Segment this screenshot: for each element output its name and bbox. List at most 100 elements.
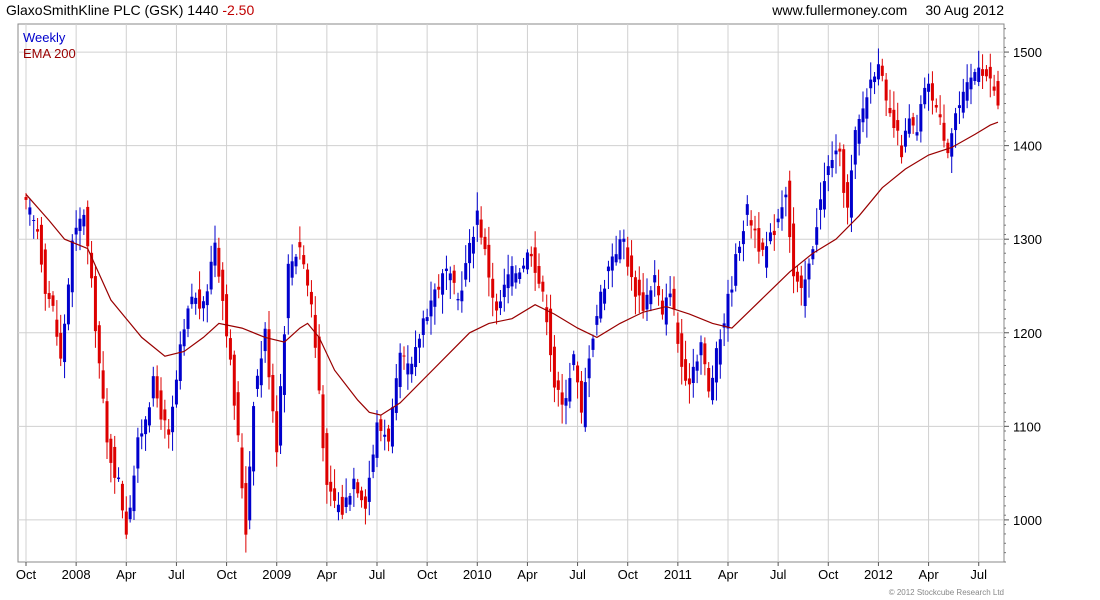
plot-area: [17, 23, 1005, 563]
candle-body-up: [734, 254, 738, 286]
candle-body-down: [884, 79, 888, 101]
candle-body-up: [591, 338, 595, 350]
candle-body-up: [144, 419, 148, 435]
candle-body-down: [298, 242, 302, 248]
candle-body-up: [259, 358, 263, 386]
candle-body-up: [344, 497, 348, 508]
candle-body-up: [255, 375, 259, 389]
candle-body-up: [915, 132, 919, 136]
candle-body-down: [880, 65, 884, 76]
candle-body-up: [136, 437, 140, 469]
candle-body-down: [93, 276, 97, 332]
candle-body-down: [657, 285, 661, 296]
candle-body-up: [433, 289, 437, 307]
x-tick-label: 2012: [864, 567, 893, 582]
candle-body-up: [190, 296, 194, 305]
candle-body-down: [105, 401, 109, 443]
candle-body-down: [363, 496, 367, 509]
candle-body-up: [205, 291, 209, 306]
candle-body-up: [475, 210, 479, 225]
candle-body-down: [981, 69, 985, 76]
candle-body-down: [938, 114, 942, 118]
candle-body-up: [425, 317, 429, 322]
x-tick-label: Apr: [116, 567, 137, 582]
candle-body-down: [799, 275, 803, 288]
candle-body-down: [892, 109, 896, 129]
candle-body-down: [626, 247, 630, 267]
x-tick-label: Jul: [168, 567, 185, 582]
candle-body-up: [336, 504, 340, 513]
candle-body-up: [587, 358, 591, 379]
candle-body-down: [930, 83, 934, 101]
candle-body-down: [244, 483, 248, 535]
candle-body-up: [406, 363, 410, 375]
candle-body-up: [471, 236, 475, 254]
candle-body-up: [649, 290, 653, 305]
candle-body-up: [614, 254, 618, 263]
candle-body-up: [745, 204, 749, 215]
candle-body-down: [996, 81, 1000, 106]
candle-body-up: [28, 207, 32, 215]
candle-body-down: [36, 229, 40, 232]
x-tick-label: Oct: [216, 567, 237, 582]
x-tick-label: Jul: [369, 567, 386, 582]
candle-body-down: [896, 120, 900, 131]
candle-body-down: [703, 343, 707, 365]
candle-body-down: [541, 281, 545, 292]
candle-body-up: [66, 284, 70, 325]
candle-body-up: [147, 407, 151, 426]
candle-body-down: [988, 66, 992, 79]
candle-body-down: [325, 433, 329, 485]
candle-body-up: [182, 329, 186, 347]
candle-body-up: [726, 293, 730, 329]
y-tick-label: 1200: [1013, 326, 1042, 341]
candle-body-up: [514, 273, 518, 283]
candle-body-down: [236, 392, 240, 436]
x-tick-label: 2011: [664, 567, 692, 582]
x-tick-label: 2010: [463, 567, 492, 582]
candle-body-up: [822, 181, 826, 210]
x-tick-label: 2009: [262, 567, 291, 582]
candle-body-up: [618, 239, 622, 260]
chart-title: GlaxoSmithKline PLC (GSK) 1440 -2.50: [6, 2, 254, 18]
candle-body-down: [356, 482, 360, 494]
candle-body-up: [603, 288, 607, 304]
candle-body-up: [410, 363, 414, 375]
candles: [24, 48, 1000, 553]
candle-body-up: [714, 348, 718, 383]
candle-body-down: [120, 483, 124, 511]
candle-body-up: [394, 378, 398, 413]
candle-body-down: [560, 392, 564, 405]
candle-body-up: [599, 291, 603, 319]
candle-body-down: [842, 149, 846, 193]
candle-body-up: [290, 261, 294, 278]
candle-body-down: [788, 180, 792, 238]
candle-body-down: [306, 269, 310, 286]
candle-body-up: [849, 170, 853, 218]
candle-body-up: [375, 422, 379, 458]
candle-body-up: [730, 289, 734, 293]
candle-body-up: [776, 218, 780, 223]
candle-body-up: [653, 275, 657, 283]
candle-body-down: [124, 511, 128, 535]
candle-body-up: [414, 347, 418, 368]
candle-body-down: [772, 230, 776, 236]
candle-body-down: [225, 294, 229, 337]
candle-body-up: [444, 268, 448, 272]
candle-body-up: [518, 272, 522, 280]
candle-body-up: [954, 113, 958, 131]
candle-body-down: [795, 271, 799, 282]
candle-body-down: [109, 438, 113, 463]
candle-body-up: [919, 104, 923, 132]
candle-body-down: [267, 329, 271, 378]
site-link[interactable]: www.fullermoney.com: [772, 2, 908, 18]
candle-body-down: [97, 325, 101, 364]
candle-body-up: [834, 150, 838, 155]
candle-body-down: [641, 292, 645, 311]
candle-body-up: [74, 227, 78, 235]
candle-body-down: [792, 223, 796, 277]
candle-body-down: [529, 253, 533, 257]
x-tick-label: Jul: [569, 567, 586, 582]
candle-body-down: [911, 117, 915, 126]
ema-line-group: [25, 121, 999, 416]
